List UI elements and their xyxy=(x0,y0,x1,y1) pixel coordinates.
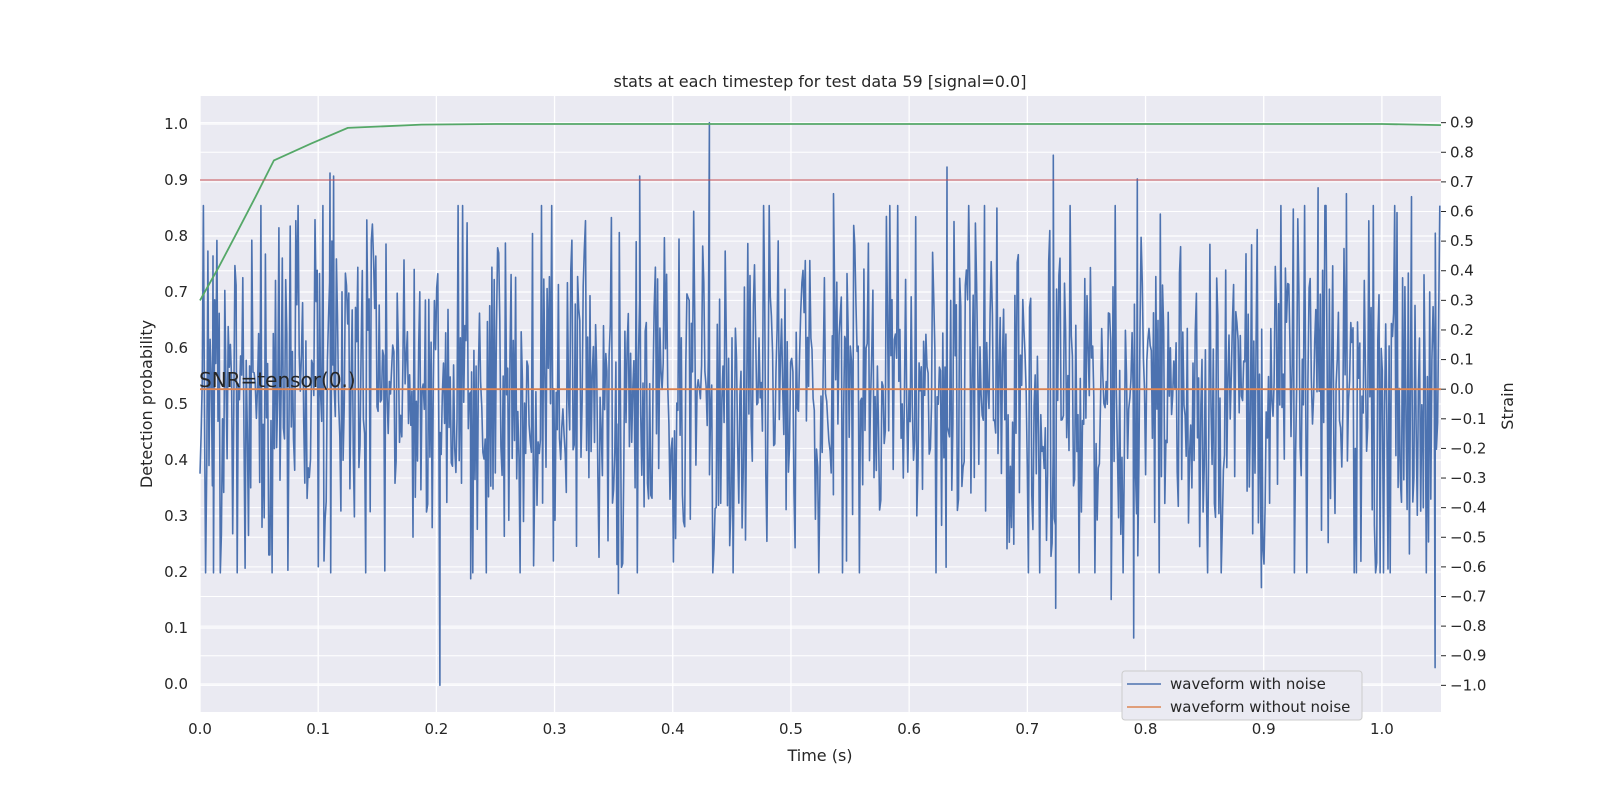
y-tick-label: 0.4 xyxy=(164,451,188,469)
right-y-tick-label: −0.9 xyxy=(1450,647,1486,665)
x-tick-label: 0.3 xyxy=(543,720,567,738)
right-y-axis-label: Strain xyxy=(1498,382,1517,429)
y-tick-label: 0.3 xyxy=(164,507,188,525)
x-tick-label: 0.0 xyxy=(188,720,212,738)
right-y-tick-label: −0.2 xyxy=(1450,439,1486,457)
right-y-tick-label: −0.4 xyxy=(1450,499,1486,517)
right-y-tick-label: −0.7 xyxy=(1450,588,1486,606)
right-y-tick-label: 0.1 xyxy=(1450,351,1474,369)
plot-lines xyxy=(199,121,1442,687)
right-y-tick-label: 0.6 xyxy=(1450,203,1474,221)
y-tick-label: 0.8 xyxy=(164,227,188,245)
right-y-tick-label: 0.8 xyxy=(1450,143,1474,161)
x-axis: 0.0 0.1 0.2 0.3 0.4 0.5 0.6 0.7 0.8 0.9 1.0 xyxy=(188,720,1394,738)
y-tick-label: 0.0 xyxy=(164,675,188,693)
legend: waveform with noise waveform without noi… xyxy=(1121,670,1363,721)
snr-annotation: SNR=tensor(0.) xyxy=(199,368,356,392)
series-line-detection-probability xyxy=(199,123,1442,301)
right-y-tick-label: 0.2 xyxy=(1450,321,1474,339)
chart-title: stats at each timestep for test data 59 … xyxy=(614,72,1027,91)
right-y-axis: −1.0 −0.9 −0.8 −0.7 −0.6 −0.5 −0.4 −0.3 −0.2 −0.1… xyxy=(1441,114,1486,694)
x-tick-label: 0.5 xyxy=(779,720,803,738)
x-tick-label: 1.0 xyxy=(1370,720,1394,738)
x-tick-label: 0.9 xyxy=(1252,720,1276,738)
x-tick-label: 0.8 xyxy=(1134,720,1158,738)
y-tick-label: 0.5 xyxy=(164,395,188,413)
x-axis-label: Time (s) xyxy=(786,746,852,765)
y-tick-label: 0.9 xyxy=(164,171,188,189)
x-tick-label: 0.4 xyxy=(661,720,685,738)
y-tick-label: 0.2 xyxy=(164,563,188,581)
left-y-axis: 0.0 0.1 0.2 0.3 0.4 0.5 0.6 0.7 0.8 0.9 1.0 xyxy=(164,115,188,693)
right-y-tick-label: −1.0 xyxy=(1450,676,1486,694)
y-axis-label: Detection probability xyxy=(137,320,156,488)
right-y-tick-label: −0.6 xyxy=(1450,558,1486,576)
right-y-tick-label: −0.8 xyxy=(1450,617,1486,635)
right-y-tick-label: 0.3 xyxy=(1450,291,1474,309)
y-tick-label: 1.0 xyxy=(164,115,188,133)
legend-box xyxy=(1121,670,1363,721)
right-y-tick-label: 0.7 xyxy=(1450,173,1474,191)
y-tick-label: 0.1 xyxy=(164,619,188,637)
x-tick-label: 0.6 xyxy=(897,720,921,738)
right-y-tick-label: 0.9 xyxy=(1450,114,1474,132)
right-y-tick-label: 0.5 xyxy=(1450,232,1474,250)
right-y-tick-label: 0.0 xyxy=(1450,380,1474,398)
x-tick-label: 0.1 xyxy=(306,720,330,738)
y-tick-label: 0.7 xyxy=(164,283,188,301)
legend-label-without-noise: waveform without noise xyxy=(1170,698,1350,716)
series-line-waveform-with-noise xyxy=(199,121,1441,687)
right-y-tick-label: −0.5 xyxy=(1450,528,1486,546)
right-y-tick-label: −0.1 xyxy=(1450,410,1486,428)
right-y-tick-label: 0.4 xyxy=(1450,262,1474,280)
y-tick-label: 0.6 xyxy=(164,339,188,357)
x-tick-label: 0.2 xyxy=(424,720,448,738)
right-y-tick-label: −0.3 xyxy=(1450,469,1486,487)
legend-label-with-noise: waveform with noise xyxy=(1170,675,1326,693)
x-tick-label: 0.7 xyxy=(1015,720,1039,738)
